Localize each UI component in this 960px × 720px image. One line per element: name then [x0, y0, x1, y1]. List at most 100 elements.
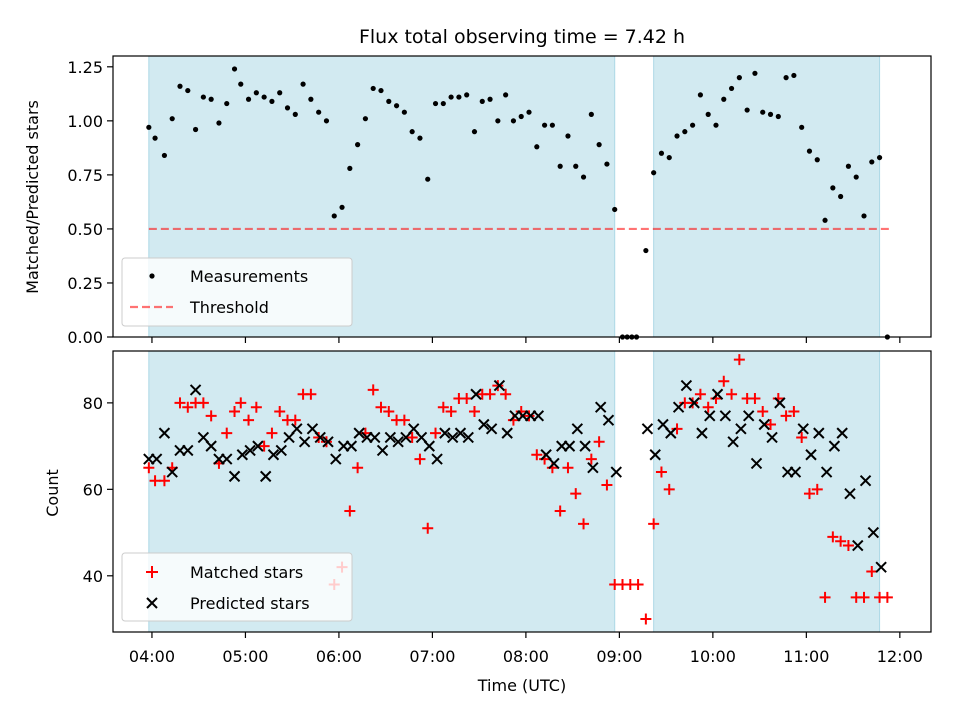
measurement-point — [417, 135, 423, 141]
measurement-point — [284, 105, 291, 111]
matched-star-point — [461, 393, 473, 405]
predicted-star-point — [259, 470, 272, 483]
matched-star-point — [320, 436, 332, 448]
measurement-point — [596, 142, 602, 148]
predicted-star-point — [805, 449, 817, 461]
predicted-star-point — [571, 423, 584, 435]
matched-star-point — [182, 401, 194, 413]
predicted-star-point — [774, 397, 786, 409]
matched-star-point — [266, 427, 278, 439]
y-tick-label: 1.00 — [67, 112, 103, 131]
predicted-star-point — [594, 401, 607, 413]
measurement-point — [440, 100, 446, 107]
measurement-point — [362, 116, 369, 122]
predicted-star-point — [711, 388, 724, 400]
panel-ratio-frame — [112, 55, 932, 338]
y-tick-label: 0.75 — [67, 166, 103, 185]
legend-box — [121, 257, 353, 327]
predicted-star-point — [275, 444, 287, 457]
measurement-point — [432, 100, 439, 107]
panel-count-x-ticks: 04:00 05:00 06:00 07:00 08:00 09:00 10:00 11:00… — [129, 632, 923, 666]
panel-count-y-ticks: 40 60 80 — [83, 394, 113, 586]
measurement-point — [401, 109, 407, 115]
panel-count-legend: Matched stars Predicted stars — [121, 552, 353, 622]
y-tick-label: 60 — [83, 480, 103, 499]
measurement-point — [643, 247, 649, 254]
measurement-point — [409, 129, 415, 135]
predicted-star-point — [696, 427, 708, 439]
measurement-point — [208, 96, 214, 102]
predicted-star-point — [236, 449, 249, 461]
measurement-point — [200, 94, 206, 100]
measurement-point — [339, 204, 345, 210]
predicted-star-point — [244, 444, 256, 457]
measurement-point — [269, 98, 275, 104]
predicted-star-point — [875, 561, 887, 573]
measurement-point — [185, 87, 191, 94]
measurement-point — [861, 213, 867, 219]
matched-star-point — [640, 613, 652, 625]
measurement-point — [146, 124, 152, 130]
measurement-point — [612, 206, 618, 213]
matched-star-point — [663, 483, 675, 495]
matched-star-point — [702, 401, 714, 413]
measurement-point — [752, 70, 758, 76]
x-tick-label: 10:00 — [690, 647, 736, 666]
legend-predicted-marker — [146, 597, 158, 609]
predicted-star-point — [485, 423, 498, 435]
matched-star-point — [313, 431, 325, 443]
measurement-point — [853, 174, 859, 180]
measurement-point — [760, 109, 766, 115]
y-tick-label: 0.25 — [67, 274, 103, 293]
measurement-point — [238, 81, 244, 87]
measurement-point — [487, 96, 493, 102]
measurement-point — [799, 124, 805, 130]
measurement-point — [783, 75, 789, 81]
predicted-star-point — [665, 427, 677, 439]
measurement-point — [386, 98, 392, 104]
x-tick-label: 08:00 — [503, 647, 549, 666]
predicted-star-point — [587, 462, 599, 474]
predicted-star-point — [322, 436, 334, 448]
matched-star-point — [531, 449, 543, 461]
predicted-star-point — [813, 427, 825, 439]
predicted-star-point — [252, 440, 264, 452]
measurement-point — [658, 150, 665, 156]
measurement-point — [479, 98, 485, 104]
matched-star-point — [842, 540, 854, 552]
y-tick-label: 0.00 — [67, 328, 103, 347]
matched-star-point — [414, 453, 426, 465]
legend-predicted-label: Predicted stars — [190, 594, 310, 613]
matched-star-point — [687, 397, 699, 409]
predicted-star-point — [548, 457, 560, 470]
matched-star-point — [274, 406, 286, 418]
matched-star-point — [866, 565, 878, 577]
measurement-point — [216, 120, 222, 126]
predicted-star-point — [758, 418, 770, 431]
predicted-star-point — [532, 410, 545, 422]
matched-star-point — [422, 522, 434, 534]
measurement-point — [245, 96, 252, 102]
predicted-star-point — [727, 436, 739, 448]
matched-star-point — [726, 388, 738, 400]
predicted-star-point — [182, 444, 194, 457]
measurement-point — [767, 111, 774, 117]
matched-star-point — [554, 505, 566, 517]
observing-window — [653, 350, 881, 633]
measurement-point — [565, 133, 571, 139]
y-tick-label: 80 — [83, 394, 103, 413]
measurement-point — [378, 87, 384, 94]
measurement-point — [713, 122, 719, 128]
matched-star-point — [205, 410, 217, 422]
measurement-point — [464, 92, 470, 98]
matched-star-point — [835, 535, 847, 547]
matched-star-point — [811, 483, 823, 495]
x-tick-label: 06:00 — [316, 647, 362, 666]
matched-star-point — [492, 380, 504, 392]
measurement-point — [261, 94, 267, 100]
matched-star-point — [221, 427, 233, 439]
matched-star-point — [523, 410, 535, 422]
legend-measurements-label: Measurements — [190, 267, 308, 286]
matched-star-point — [788, 406, 800, 418]
